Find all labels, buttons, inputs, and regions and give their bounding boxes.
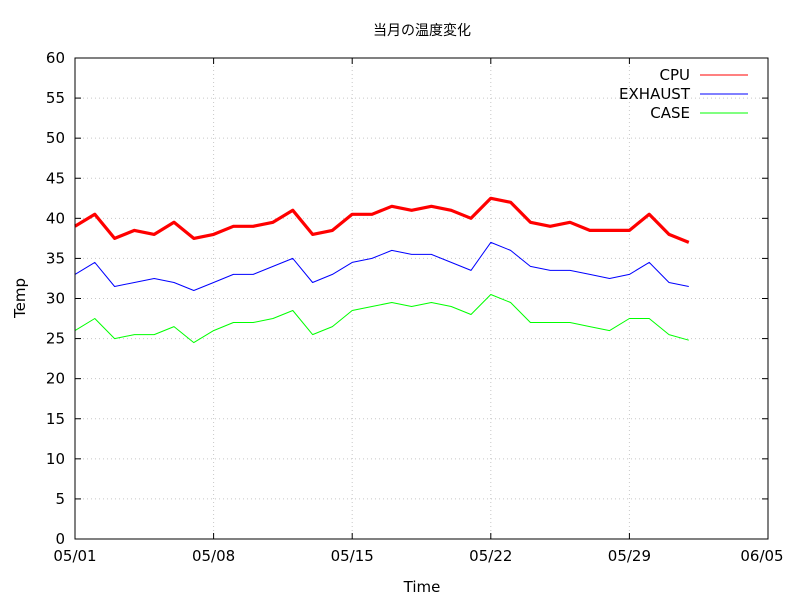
- legend-label: CPU: [660, 66, 691, 84]
- y-axis-label: Temp: [11, 278, 29, 319]
- y-tick-label: 45: [46, 169, 65, 187]
- grid: [75, 58, 768, 539]
- y-tick-label: 20: [46, 370, 65, 388]
- x-tick-label: 05/29: [608, 547, 651, 565]
- x-tick-label: 05/08: [192, 547, 235, 565]
- x-tick-label: 05/01: [53, 547, 96, 565]
- series-lines: [74, 196, 690, 344]
- x-axis-label: Time: [403, 578, 441, 596]
- x-tick-label: 06/05: [740, 547, 783, 565]
- y-tick-label: 5: [55, 490, 65, 508]
- y-tick-label: 55: [46, 89, 65, 107]
- y-tick-label: 60: [46, 49, 65, 67]
- series-line-case: [74, 294, 689, 344]
- y-tick-label: 15: [46, 410, 65, 428]
- legend-label: CASE: [650, 104, 690, 122]
- y-tick-label: 10: [46, 450, 65, 468]
- x-tick-label: 05/15: [331, 547, 374, 565]
- plot-frame: [74, 57, 769, 540]
- x-tick-label: 05/22: [469, 547, 512, 565]
- axis-ticks: [74, 57, 769, 540]
- y-tick-label: 40: [46, 209, 65, 227]
- series-line-cpu: [74, 196, 690, 244]
- y-axis-tick-labels: 0 5 10 15 20 25 30 35 40 45 50 55 60: [46, 49, 65, 548]
- chart-title: 当月の温度変化: [373, 22, 471, 39]
- x-axis-tick-labels: 05/01 05/08 05/15 05/22 05/29 06/05: [53, 547, 783, 565]
- y-tick-label: 50: [46, 129, 65, 147]
- legend-label: EXHAUST: [619, 85, 691, 103]
- series-line-exhaust: [74, 241, 689, 291]
- y-tick-label: 30: [46, 290, 65, 308]
- y-tick-label: 0: [55, 530, 65, 548]
- y-tick-label: 35: [46, 249, 65, 267]
- y-tick-label: 25: [46, 330, 65, 348]
